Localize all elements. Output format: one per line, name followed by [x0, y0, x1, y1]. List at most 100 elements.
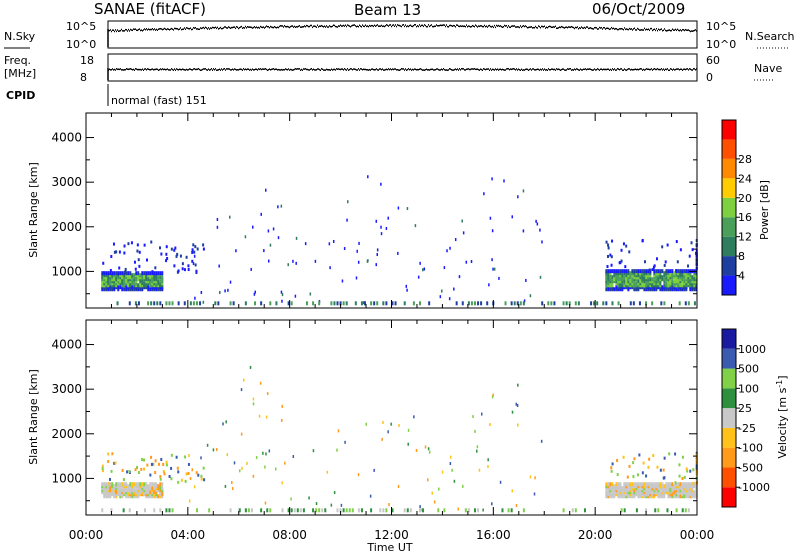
echo-cell-sparse	[160, 252, 163, 256]
echo-cell	[607, 283, 610, 288]
echo-cell-near	[418, 508, 421, 513]
echo-cell	[605, 273, 608, 278]
echo-cell-arc	[536, 222, 539, 226]
freq-sample	[395, 68, 396, 70]
echo-cell	[689, 275, 692, 280]
echo-cell-sparse	[166, 256, 169, 260]
noise-sample	[504, 24, 505, 27]
freq-sample	[521, 68, 522, 71]
echo-cell-arc	[376, 252, 379, 256]
noise-sample	[296, 25, 297, 28]
echo-cell	[675, 275, 678, 280]
echo-cell	[673, 492, 676, 497]
echo-cell	[637, 484, 640, 489]
noise-sample	[445, 25, 446, 28]
echo-cell	[681, 486, 684, 491]
echo-cell	[695, 494, 698, 499]
echo-cell	[695, 488, 698, 493]
velocity-cbar-tick-label: 500	[738, 363, 759, 376]
freq-sample	[226, 68, 227, 70]
echo-cell-sparse	[176, 466, 179, 470]
freq-sample	[409, 68, 410, 71]
echo-cell	[159, 285, 162, 290]
echo-cell	[653, 275, 656, 280]
freq-sample	[327, 68, 328, 71]
noise-sample	[613, 27, 614, 30]
echo-cell-arc	[312, 449, 315, 453]
freq-sample	[533, 68, 534, 70]
echo-cell	[145, 279, 148, 284]
echo-cell	[687, 275, 690, 280]
freq-sample	[550, 68, 551, 71]
echo-cell	[627, 486, 630, 491]
echo-cell	[627, 490, 630, 495]
echo-cell	[127, 492, 130, 497]
echo-cell	[667, 287, 670, 292]
echo-cell	[155, 486, 158, 491]
echo-cell	[119, 484, 122, 489]
echo-cell	[145, 273, 148, 278]
noise-sample	[409, 24, 410, 27]
echo-cell-arc	[482, 508, 484, 512]
freq-sample	[359, 69, 360, 71]
noise-sample	[684, 29, 685, 32]
echo-cell-arc	[252, 225, 254, 229]
noise-sample	[349, 25, 350, 27]
echo-cell-sparse	[197, 473, 200, 477]
echo-cell	[111, 490, 114, 495]
freq-sample	[148, 68, 149, 70]
echo-cell	[115, 279, 118, 284]
echo-cell	[133, 488, 136, 493]
echo-cell-arc	[491, 177, 493, 181]
freq-sample	[241, 68, 242, 71]
echo-cell-arc	[218, 264, 220, 268]
echo-cell	[147, 492, 150, 497]
echo-cell	[115, 271, 118, 276]
freq-sample	[325, 69, 326, 71]
freq-sample	[420, 68, 421, 70]
echo-cell-arc	[280, 290, 283, 294]
noise-sample	[547, 26, 548, 29]
freq-sample	[321, 68, 322, 70]
echo-cell-sparse	[165, 460, 168, 464]
echo-cell-near	[134, 301, 137, 306]
noise-sample	[212, 26, 213, 29]
echo-cell	[135, 488, 138, 493]
noise-sample	[221, 27, 222, 30]
noise-sample	[488, 25, 489, 27]
echo-cell	[143, 277, 146, 282]
echo-cell	[675, 488, 678, 493]
echo-cell	[109, 279, 112, 284]
noise-sample	[622, 28, 623, 30]
echo-cell-arc	[255, 456, 258, 460]
velocity-colorbar-label: Velocity [m s-1]	[775, 375, 789, 458]
freq-sample	[207, 69, 208, 71]
noise-sample	[339, 25, 340, 27]
freq-sample	[202, 68, 203, 71]
echo-cell	[609, 283, 612, 288]
echo-cell	[619, 279, 622, 284]
noise-sample	[320, 25, 321, 28]
echo-cell	[645, 273, 648, 278]
freq-sample	[554, 68, 555, 71]
echo-cell	[677, 484, 680, 489]
echo-cell-sparse	[126, 470, 129, 474]
echo-cell	[125, 494, 128, 499]
echo-cell	[143, 281, 146, 286]
echo-cell-sparse	[150, 455, 153, 459]
echo-cell	[125, 488, 128, 493]
freq-sample	[530, 68, 531, 70]
echo-cell-near	[376, 301, 379, 306]
echo-cell	[677, 271, 680, 276]
echo-cell	[157, 484, 160, 489]
noise-sample	[558, 27, 559, 29]
noise-sample	[110, 29, 111, 31]
noise-sample	[240, 26, 241, 28]
noise-sample	[583, 27, 584, 29]
freq-sample	[660, 68, 661, 71]
noise-sample	[478, 25, 479, 27]
echo-cell	[659, 490, 662, 495]
echo-cell	[127, 488, 130, 493]
echo-cell-arc	[419, 505, 421, 509]
